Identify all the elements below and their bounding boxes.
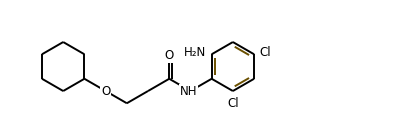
Text: H₂N: H₂N <box>184 46 206 59</box>
Text: Cl: Cl <box>260 46 271 59</box>
Text: O: O <box>101 85 110 98</box>
Text: Cl: Cl <box>227 97 239 110</box>
Text: O: O <box>165 49 174 62</box>
Text: NH: NH <box>180 85 197 98</box>
